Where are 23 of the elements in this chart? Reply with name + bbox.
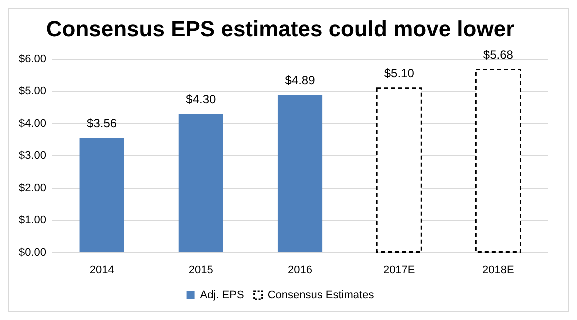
data-label: $3.56 <box>87 116 118 130</box>
legend-label: Adj. EPS <box>200 290 244 302</box>
legend-label: Consensus Estimates <box>268 290 375 302</box>
y-tick-label: $2.00 <box>18 182 47 194</box>
chart-title: Consensus EPS estimates could move lower <box>46 16 516 42</box>
data-label: $5.68 <box>483 48 514 62</box>
data-label: $4.89 <box>285 73 316 88</box>
data-label: $4.30 <box>186 92 217 107</box>
y-tick-label: $6.00 <box>18 53 47 66</box>
y-tick-label: $0.00 <box>18 246 47 259</box>
x-tick-label: 2015 <box>188 264 214 276</box>
bar <box>80 138 124 252</box>
x-tick-label: 2017E <box>383 264 416 276</box>
y-tick-label: $5.00 <box>18 86 47 98</box>
bar <box>178 114 224 252</box>
x-tick-label: 2018E <box>482 264 514 276</box>
x-tick-label: 2014 <box>90 264 114 276</box>
y-tick-label: $3.00 <box>18 150 47 162</box>
data-label: $5.10 <box>384 66 415 81</box>
x-tick-label: 2016 <box>288 264 313 276</box>
y-tick-label: $1.00 <box>18 214 47 227</box>
bar <box>278 95 323 252</box>
y-tick-label: $4.00 <box>18 118 47 130</box>
